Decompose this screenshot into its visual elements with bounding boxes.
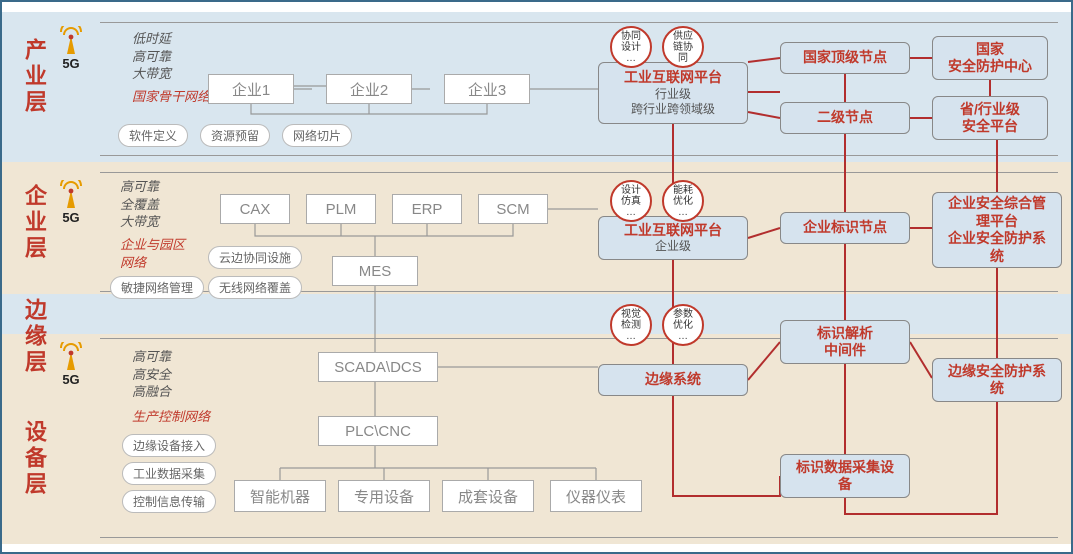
feature-text: 生产控制网络 [132,408,210,426]
blue-node-title: 省/行业级安全平台 [960,101,1020,136]
feature-text: 企业与园区网络 [120,236,185,271]
node-box-dev4: 仪器仪表 [550,480,642,512]
blue-node-title: 二级节点 [817,109,873,127]
node-box-mes: MES [332,256,418,286]
layer-label: 设备层 [18,420,50,498]
blue-node-sub: 企业级 [655,239,691,254]
antenna-5g-icon: 5G [56,342,86,387]
app-bubble: 协同设计… [610,26,652,68]
capability-tag: 云边协同设施 [208,246,302,269]
feature-text: 国家骨干网络 [132,88,210,106]
app-bubble: 能耗优化… [662,180,704,222]
feature-text: 高可靠全覆盖大带宽 [120,178,159,231]
blue-node-coll: 标识数据采集设备 [780,454,910,498]
blue-node-title: 企业安全综合管理平台企业安全防护系统 [948,195,1046,265]
blue-node-plat2: 工业互联网平台企业级 [598,216,748,260]
blue-node-node1: 国家顶级节点 [780,42,910,74]
blue-node-title: 边缘安全防护系统 [948,363,1046,398]
blue-node-mw: 标识解析中间件 [780,320,910,364]
blue-node-sec3: 企业安全综合管理平台企业安全防护系统 [932,192,1062,268]
blue-node-sec4: 边缘安全防护系统 [932,358,1062,402]
node-box-ent1: 企业1 [208,74,294,104]
blue-node-node2: 二级节点 [780,102,910,134]
blue-node-sec2: 省/行业级安全平台 [932,96,1048,140]
blue-node-title: 边缘系统 [645,371,701,389]
blue-node-sub: 跨行业跨领域级 [631,102,715,117]
node-box-scm: SCM [478,194,548,224]
node-box-ent3: 企业3 [444,74,530,104]
layer-band [2,294,1071,334]
blue-node-node3: 企业标识节点 [780,212,910,244]
app-bubble: 设计仿真… [610,180,652,222]
blue-node-sec1: 国家安全防护中心 [932,36,1048,80]
node-box-plc: PLC\CNC [318,416,438,446]
capability-tag: 控制信息传输 [122,490,216,513]
blue-node-title: 标识数据采集设备 [796,459,894,494]
node-box-plm: PLM [306,194,376,224]
capability-tag: 无线网络覆盖 [208,276,302,299]
layer-label: 企业层 [18,184,50,262]
layer-label: 产业层 [18,38,50,116]
feature-text: 高可靠高安全高融合 [132,348,171,401]
blue-node-sub: 行业级 [655,87,691,102]
capability-tag: 软件定义 [118,124,188,147]
layer-label: 边缘层 [18,298,50,376]
antenna-5g-icon: 5G [56,26,86,71]
blue-node-title: 工业互联网平台 [624,69,722,87]
blue-node-plat1: 工业互联网平台行业级跨行业跨领域级 [598,62,748,124]
node-box-ent2: 企业2 [326,74,412,104]
blue-node-title: 工业互联网平台 [624,222,722,240]
app-bubble: 视觉检测… [610,304,652,346]
blue-node-title: 国家安全防护中心 [948,41,1032,76]
capability-tag: 工业数据采集 [122,462,216,485]
shelf-outline [100,172,1058,292]
blue-node-title: 国家顶级节点 [803,49,887,67]
blue-node-title: 标识解析中间件 [817,325,873,360]
capability-tag: 资源预留 [200,124,270,147]
node-box-dev2: 专用设备 [338,480,430,512]
antenna-5g-icon: 5G [56,180,86,225]
app-bubble: 供应链协同 [662,26,704,68]
blue-node-edge: 边缘系统 [598,364,748,396]
node-box-dev3: 成套设备 [442,480,534,512]
capability-tag: 网络切片 [282,124,352,147]
node-box-cax: CAX [220,194,290,224]
app-bubble: 参数优化… [662,304,704,346]
capability-tag: 边缘设备接入 [122,434,216,457]
capability-tag: 敏捷网络管理 [110,276,204,299]
feature-text: 低时延高可靠大带宽 [132,30,171,83]
node-box-erp: ERP [392,194,462,224]
node-box-dev1: 智能机器 [234,480,326,512]
diagram-stage: 产业层企业层边缘层设备层 5G 5G 5G 低时延高可靠大带宽国家骨干网络高可靠全覆盖大… [0,0,1073,554]
blue-node-title: 企业标识节点 [803,219,887,237]
node-box-scada: SCADA\DCS [318,352,438,382]
